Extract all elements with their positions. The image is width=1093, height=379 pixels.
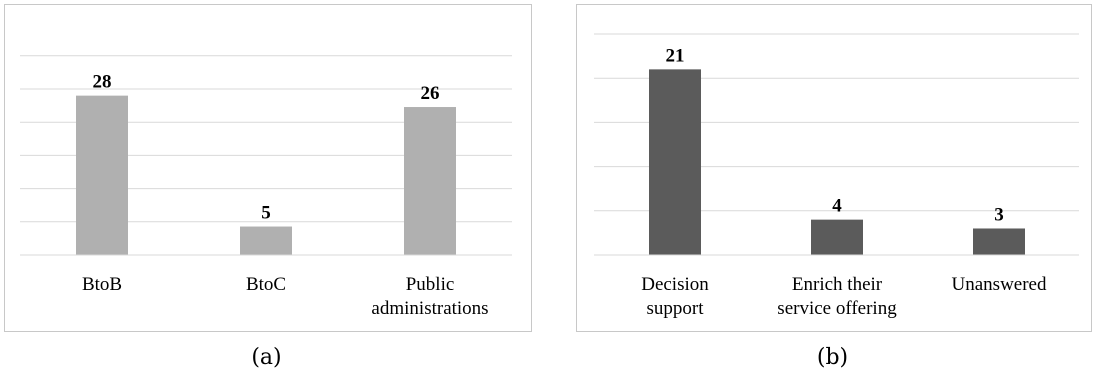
- chart-b-caption: (b): [816, 345, 849, 370]
- chart-a-bar-1: [76, 95, 128, 255]
- chart-b-bar-1: [649, 69, 701, 255]
- chart-b-category-label-3: Unanswered: [952, 274, 1047, 295]
- chart-a-category-label-3: Public administrations: [371, 274, 488, 319]
- chart-b-category-line: support: [647, 298, 705, 319]
- chart-a-category-label-1: BtoB: [82, 274, 122, 295]
- chart-b-bar-2: [811, 219, 863, 255]
- chart-a-caption: (a): [251, 345, 282, 370]
- chart-a-category-line: Public: [406, 274, 455, 295]
- chart-a-category-line: administrations: [371, 298, 488, 319]
- chart-b-category-line: service offering: [777, 298, 897, 319]
- chart-a-bar-3: [404, 107, 456, 255]
- chart-b: 21 Decision support 4 Enrich their service of…: [572, 0, 1093, 379]
- chart-b-category-line: Decision: [641, 274, 709, 295]
- chart-a-bar-2: [240, 226, 292, 255]
- chart-b-svg: 21 Decision support 4 Enrich their service of…: [576, 4, 1092, 332]
- chart-b-value-label-2: 4: [832, 196, 842, 217]
- chart-a-value-label-3: 26: [421, 83, 440, 104]
- chart-a-value-label-1: 28: [93, 72, 112, 93]
- chart-b-value-label-3: 3: [994, 204, 1004, 225]
- chart-b-category-label-2: Enrich their service offering: [777, 274, 897, 319]
- chart-b-value-label-1: 21: [666, 45, 685, 66]
- chart-a: 28 BtoB 5 BtoC 26 Public administrations (a): [0, 0, 533, 379]
- chart-a-value-label-2: 5: [261, 203, 271, 224]
- chart-b-category-line: Enrich their: [792, 274, 883, 295]
- chart-b-category-label-1: Decision support: [641, 274, 709, 319]
- chart-a-category-line: BtoC: [246, 274, 286, 295]
- chart-a-category-line: BtoB: [82, 274, 122, 295]
- chart-b-bar-3: [973, 228, 1025, 255]
- chart-a-svg: 28 BtoB 5 BtoC 26 Public administrations: [4, 4, 532, 332]
- chart-b-category-line: Unanswered: [952, 274, 1047, 295]
- chart-a-category-label-2: BtoC: [246, 274, 286, 295]
